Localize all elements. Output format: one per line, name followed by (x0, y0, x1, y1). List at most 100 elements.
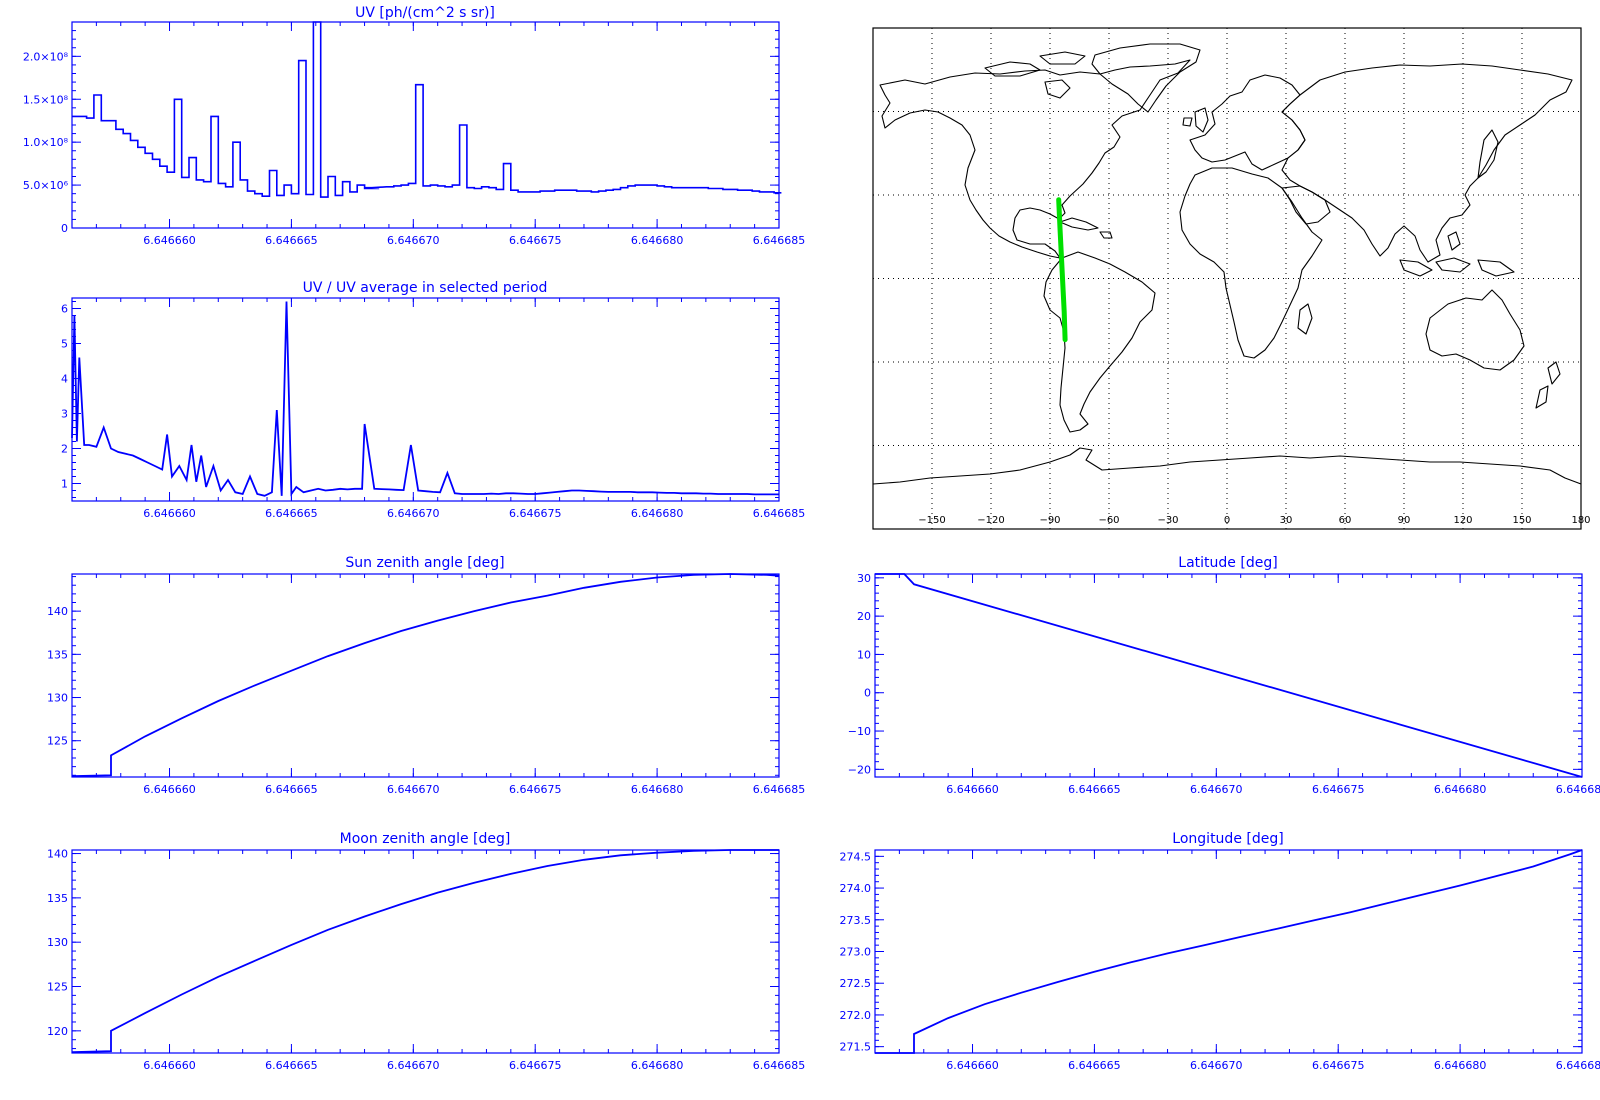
latitude-x-tick-label: 6.646675 (1312, 783, 1365, 796)
uv-ratio-y-tick-label: 2 (61, 443, 68, 456)
map-frame (872, 27, 1582, 530)
sun-zenith-plot-frame (71, 573, 780, 778)
sun-zenith-x-tick-label: 6.646680 (631, 783, 684, 796)
coastline-asia (1281, 63, 1573, 263)
sun-zenith-x-tick-label: 6.646660 (143, 783, 196, 796)
sun-zenith-y-tick-label: 125 (47, 735, 68, 748)
longitude-y-tick-label: 274.0 (840, 882, 872, 895)
latitude-x-tick-label: 6.646670 (1190, 783, 1243, 796)
uv-ratio-y-tick-label: 5 (61, 338, 68, 351)
uv-ratio-x-tick-label: 6.646665 (265, 507, 318, 520)
chart-title-uv-ratio: UV / UV average in selected period (303, 280, 548, 296)
longitude-x-tick-label: 6.646670 (1190, 1059, 1243, 1072)
uv-plot-frame (71, 21, 780, 229)
chart-title-sun-zenith: Sun zenith angle [deg] (345, 555, 504, 571)
latitude-y-tick-label: 10 (857, 648, 871, 661)
moon-zenith-series-line (71, 849, 779, 1053)
chart-sun-zenith: Sun zenith angle [deg] 6.646660 6.646665 6… (47, 555, 805, 796)
latitude-x-tick-label: 6.646685 (1556, 783, 1600, 796)
uv-x-tick-label: 6.646665 (265, 234, 318, 247)
uv-ratio-x-tick-label: 6.646660 (143, 507, 196, 520)
sun-zenith-y-tick-label: 140 (47, 605, 68, 618)
uv-x-tick-label: 6.646660 (143, 234, 196, 247)
uv-ratio-x-tick-label: 6.646680 (631, 507, 684, 520)
moon-zenith-ticks: 6.646660 6.646665 6.646670 6.646675 6.646680… (47, 848, 805, 1072)
uv-y-tick-label: 1.5×10⁸ (23, 93, 69, 106)
latitude-y-tick-label: −10 (848, 725, 871, 738)
map-lon-tick-label: −150 (918, 515, 945, 526)
chart-title-moon-zenith: Moon zenith angle [deg] (340, 831, 511, 847)
map-lon-tick-label: −90 (1039, 515, 1060, 526)
latitude-series-line (875, 573, 1583, 778)
coastline-british-isles (1182, 107, 1209, 133)
uv-x-tick-label: 6.646675 (509, 234, 562, 247)
map-coastlines (872, 43, 1582, 485)
sun-zenith-x-tick-label: 6.646675 (509, 783, 562, 796)
ground-track-line (1056, 197, 1068, 343)
latitude-y-tick-label: 30 (857, 572, 871, 585)
longitude-x-tick-label: 6.646685 (1556, 1059, 1600, 1072)
coastline-south-america (1043, 251, 1156, 433)
map-lon-tick-label: −60 (1098, 515, 1119, 526)
longitude-y-tick-label: 273.5 (840, 914, 872, 927)
uv-ratio-x-tick-label: 6.646675 (509, 507, 562, 520)
uv-ratio-x-tick-label: 6.646670 (387, 507, 440, 520)
moon-zenith-x-tick-label: 6.646660 (143, 1059, 196, 1072)
world-map: −150 −120 −90 −60 −30 0 30 60 90 120 150 180 (872, 27, 1591, 530)
map-grid (873, 28, 1581, 529)
coastline-greenland (1091, 43, 1201, 113)
map-lon-tick-label: −30 (1157, 515, 1178, 526)
sun-zenith-x-tick-label: 6.646670 (387, 783, 440, 796)
chart-title-longitude: Longitude [deg] (1172, 831, 1283, 847)
map-lon-tick-label: 120 (1453, 515, 1472, 526)
moon-zenith-x-tick-label: 6.646680 (631, 1059, 684, 1072)
latitude-y-tick-label: 0 (864, 687, 871, 700)
coastline-japan (1477, 129, 1499, 179)
latitude-x-tick-label: 6.646660 (946, 783, 999, 796)
uv-x-tick-label: 6.646680 (631, 234, 684, 247)
uv-y-tick-label: 1.0×10⁸ (23, 136, 69, 149)
latitude-x-tick-label: 6.646665 (1068, 783, 1121, 796)
coastline-indonesia (1399, 231, 1515, 277)
moon-zenith-x-tick-label: 6.646670 (387, 1059, 440, 1072)
uv-y-tick-label: 2.0×10⁸ (23, 50, 69, 63)
coastline-new-zealand (1535, 361, 1561, 409)
latitude-plot-frame (874, 573, 1583, 778)
chart-title-latitude: Latitude [deg] (1178, 555, 1277, 571)
longitude-x-tick-label: 6.646680 (1434, 1059, 1487, 1072)
coastline-arabia (1281, 185, 1331, 225)
moon-zenith-y-tick-label: 125 (47, 981, 68, 994)
moon-zenith-y-tick-label: 140 (47, 848, 68, 861)
moon-zenith-y-tick-label: 130 (47, 936, 68, 949)
map-lon-tick-label: 150 (1512, 515, 1531, 526)
moon-zenith-x-tick-label: 6.646675 (509, 1059, 562, 1072)
latitude-y-tick-label: −20 (848, 763, 871, 776)
latitude-ticks: 6.646660 6.646665 6.646670 6.646675 6.646680… (848, 572, 1600, 796)
longitude-y-tick-label: 272.5 (840, 977, 872, 990)
coastline-arctic-islands (984, 51, 1086, 99)
chart-moon-zenith: Moon zenith angle [deg] 6.646660 6.646665… (47, 831, 805, 1072)
map-lon-tick-label: −120 (977, 515, 1004, 526)
uv-x-tick-label: 6.646670 (387, 234, 440, 247)
coastline-madagascar (1297, 303, 1313, 335)
longitude-y-tick-label: 272.0 (840, 1009, 872, 1022)
moon-zenith-x-tick-label: 6.646665 (265, 1059, 318, 1072)
latitude-x-tick-label: 6.646680 (1434, 783, 1487, 796)
uv-y-tick-label: 5.0×10⁶ (23, 179, 69, 192)
sun-zenith-x-tick-label: 6.646685 (753, 783, 806, 796)
uv-ratio-ticks: 6.646660 6.646665 6.646670 6.646675 6.646680… (61, 298, 805, 520)
latitude-y-tick-label: 20 (857, 610, 871, 623)
map-lon-tick-label: 30 (1280, 515, 1293, 526)
longitude-y-tick-label: 271.5 (840, 1041, 872, 1054)
map-lon-tick-label: 60 (1339, 515, 1352, 526)
longitude-x-tick-label: 6.646660 (946, 1059, 999, 1072)
sun-zenith-x-tick-label: 6.646665 (265, 783, 318, 796)
map-lon-tick-label: 0 (1224, 515, 1230, 526)
uv-series-line (72, 21, 782, 198)
uv-ratio-y-tick-label: 6 (61, 303, 68, 316)
uv-ratio-x-tick-label: 6.646685 (753, 507, 806, 520)
longitude-series-line (875, 849, 1583, 1054)
longitude-x-tick-label: 6.646675 (1312, 1059, 1365, 1072)
sun-zenith-series-line (71, 573, 780, 777)
